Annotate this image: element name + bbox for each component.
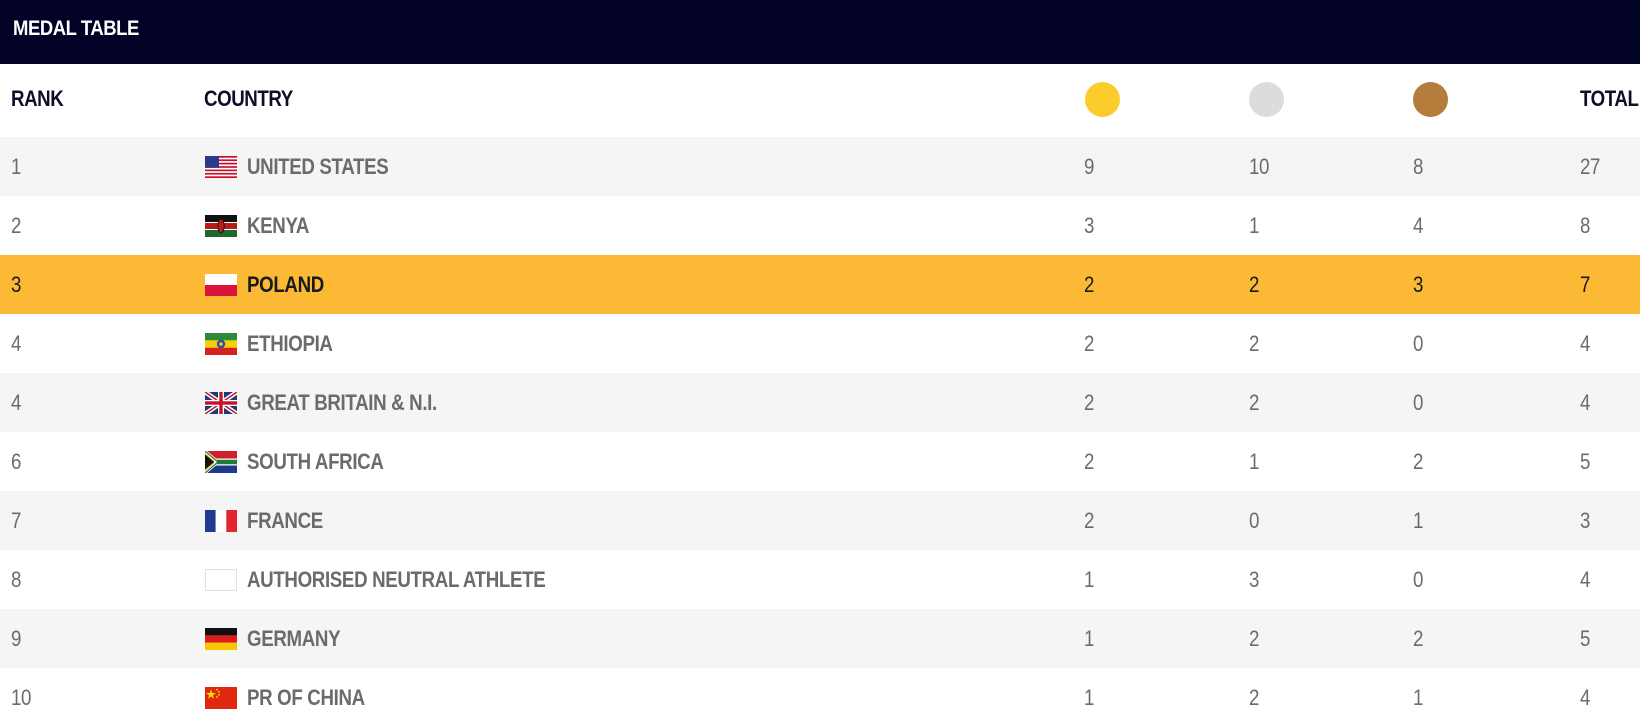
country-name: ETHIOPIA: [247, 331, 333, 356]
south-africa-flag-icon: [205, 451, 237, 473]
silver-count-cell: 2: [1249, 685, 1260, 710]
silver-count-cell: 1: [1249, 449, 1260, 474]
total-count-cell: 4: [1580, 390, 1591, 415]
silver-count-cell: 1: [1249, 213, 1260, 238]
silver-count-cell: 2: [1249, 272, 1260, 297]
country-name: KENYA: [247, 213, 310, 238]
gold-count-cell: 3: [1084, 213, 1095, 238]
rank-cell: 4: [11, 331, 22, 356]
total-column-header: TOTAL: [1580, 86, 1639, 111]
bronze-count-cell: 1: [1413, 685, 1424, 710]
gold-count-cell: 2: [1084, 390, 1095, 415]
total-count-cell: 5: [1580, 449, 1591, 474]
usa-flag-icon: [205, 156, 237, 178]
bronze-count-cell: 8: [1413, 154, 1424, 179]
gold-medal-icon: [1085, 82, 1120, 117]
total-count-cell: 4: [1580, 685, 1591, 710]
ethiopia-flag-icon: [205, 333, 237, 355]
silver-count-cell: 10: [1249, 154, 1270, 179]
bronze-count-cell: 4: [1413, 213, 1424, 238]
total-count-cell: 7: [1580, 272, 1591, 297]
silver-count-cell: 0: [1249, 508, 1260, 533]
total-count-cell: 4: [1580, 331, 1591, 356]
gold-count-cell: 1: [1084, 626, 1095, 651]
china-flag-icon: [205, 687, 237, 709]
poland-flag-icon: [205, 274, 237, 296]
silver-count-cell: 2: [1249, 390, 1260, 415]
bronze-count-cell: 0: [1413, 567, 1424, 592]
gold-count-cell: 2: [1084, 449, 1095, 474]
table-row[interactable]: 1 UNITED STATES 9 10 8 27: [0, 137, 1640, 196]
rank-cell: 1: [11, 154, 22, 179]
total-count-cell: 27: [1580, 154, 1601, 179]
table-row[interactable]: 4 ETHIOPIA 2 2 0 4: [0, 314, 1640, 373]
country-name: AUTHORISED NEUTRAL ATHLETE: [247, 567, 546, 592]
table-row[interactable]: 4 GREAT BRITAIN & N.I. 2 2 0 4: [0, 373, 1640, 432]
rank-cell: 2: [11, 213, 22, 238]
table-row[interactable]: 2 KENYA 3 1 4 8: [0, 196, 1640, 255]
gold-count-cell: 9: [1084, 154, 1095, 179]
gold-count-cell: 1: [1084, 567, 1095, 592]
rank-cell: 8: [11, 567, 22, 592]
country-name: UNITED STATES: [247, 154, 389, 179]
country-name: GERMANY: [247, 626, 341, 651]
bronze-count-cell: 0: [1413, 331, 1424, 356]
bronze-count-cell: 2: [1413, 449, 1424, 474]
country-name: PR OF CHINA: [247, 685, 365, 710]
blank-flag-icon: [205, 569, 237, 591]
rank-cell: 6: [11, 449, 22, 474]
table-row[interactable]: 7 FRANCE 2 0 1 3: [0, 491, 1640, 550]
bronze-medal-icon: [1413, 82, 1448, 117]
country-name: GREAT BRITAIN & N.I.: [247, 390, 437, 415]
germany-flag-icon: [205, 628, 237, 650]
medal-table-header-bar: MEDAL TABLE: [0, 0, 1640, 64]
total-count-cell: 4: [1580, 567, 1591, 592]
gold-count-cell: 2: [1084, 272, 1095, 297]
bronze-count-cell: 1: [1413, 508, 1424, 533]
rank-cell: 7: [11, 508, 22, 533]
rank-column-header: RANK: [11, 86, 64, 111]
gold-count-cell: 2: [1084, 331, 1095, 356]
silver-count-cell: 2: [1249, 331, 1260, 356]
bronze-count-cell: 3: [1413, 272, 1424, 297]
table-row[interactable]: 9 GERMANY 1 2 2 5: [0, 609, 1640, 668]
total-count-cell: 8: [1580, 213, 1591, 238]
great-britain-flag-icon: [205, 392, 237, 414]
country-column-header: COUNTRY: [204, 86, 293, 111]
table-row[interactable]: 8 AUTHORISED NEUTRAL ATHLETE 1 3 0 4: [0, 550, 1640, 609]
table-row[interactable]: 3 POLAND 2 2 3 7: [0, 255, 1640, 314]
country-name: FRANCE: [247, 508, 323, 533]
france-flag-icon: [205, 510, 237, 532]
medal-table-body: 1 UNITED STATES 9 10 8 27 2 KENYA 3 1 4 8 3 POLAND 2 2 3…: [0, 137, 1640, 727]
page-title: MEDAL TABLE: [13, 17, 139, 40]
bronze-count-cell: 2: [1413, 626, 1424, 651]
rank-cell: 9: [11, 626, 22, 651]
table-row[interactable]: 10 PR OF CHINA 1 2 1 4: [0, 668, 1640, 727]
gold-count-cell: 1: [1084, 685, 1095, 710]
country-name: SOUTH AFRICA: [247, 449, 384, 474]
table-row[interactable]: 6 SOUTH AFRICA 2 1 2 5: [0, 432, 1640, 491]
table-header-row: RANK COUNTRY TOTAL: [0, 64, 1640, 136]
bronze-count-cell: 0: [1413, 390, 1424, 415]
silver-medal-icon: [1249, 82, 1284, 117]
country-name: POLAND: [247, 272, 324, 297]
silver-count-cell: 2: [1249, 626, 1260, 651]
total-count-cell: 5: [1580, 626, 1591, 651]
rank-cell: 10: [11, 685, 32, 710]
rank-cell: 4: [11, 390, 22, 415]
kenya-flag-icon: [205, 215, 237, 237]
silver-count-cell: 3: [1249, 567, 1260, 592]
gold-count-cell: 2: [1084, 508, 1095, 533]
rank-cell: 3: [11, 272, 22, 297]
total-count-cell: 3: [1580, 508, 1591, 533]
